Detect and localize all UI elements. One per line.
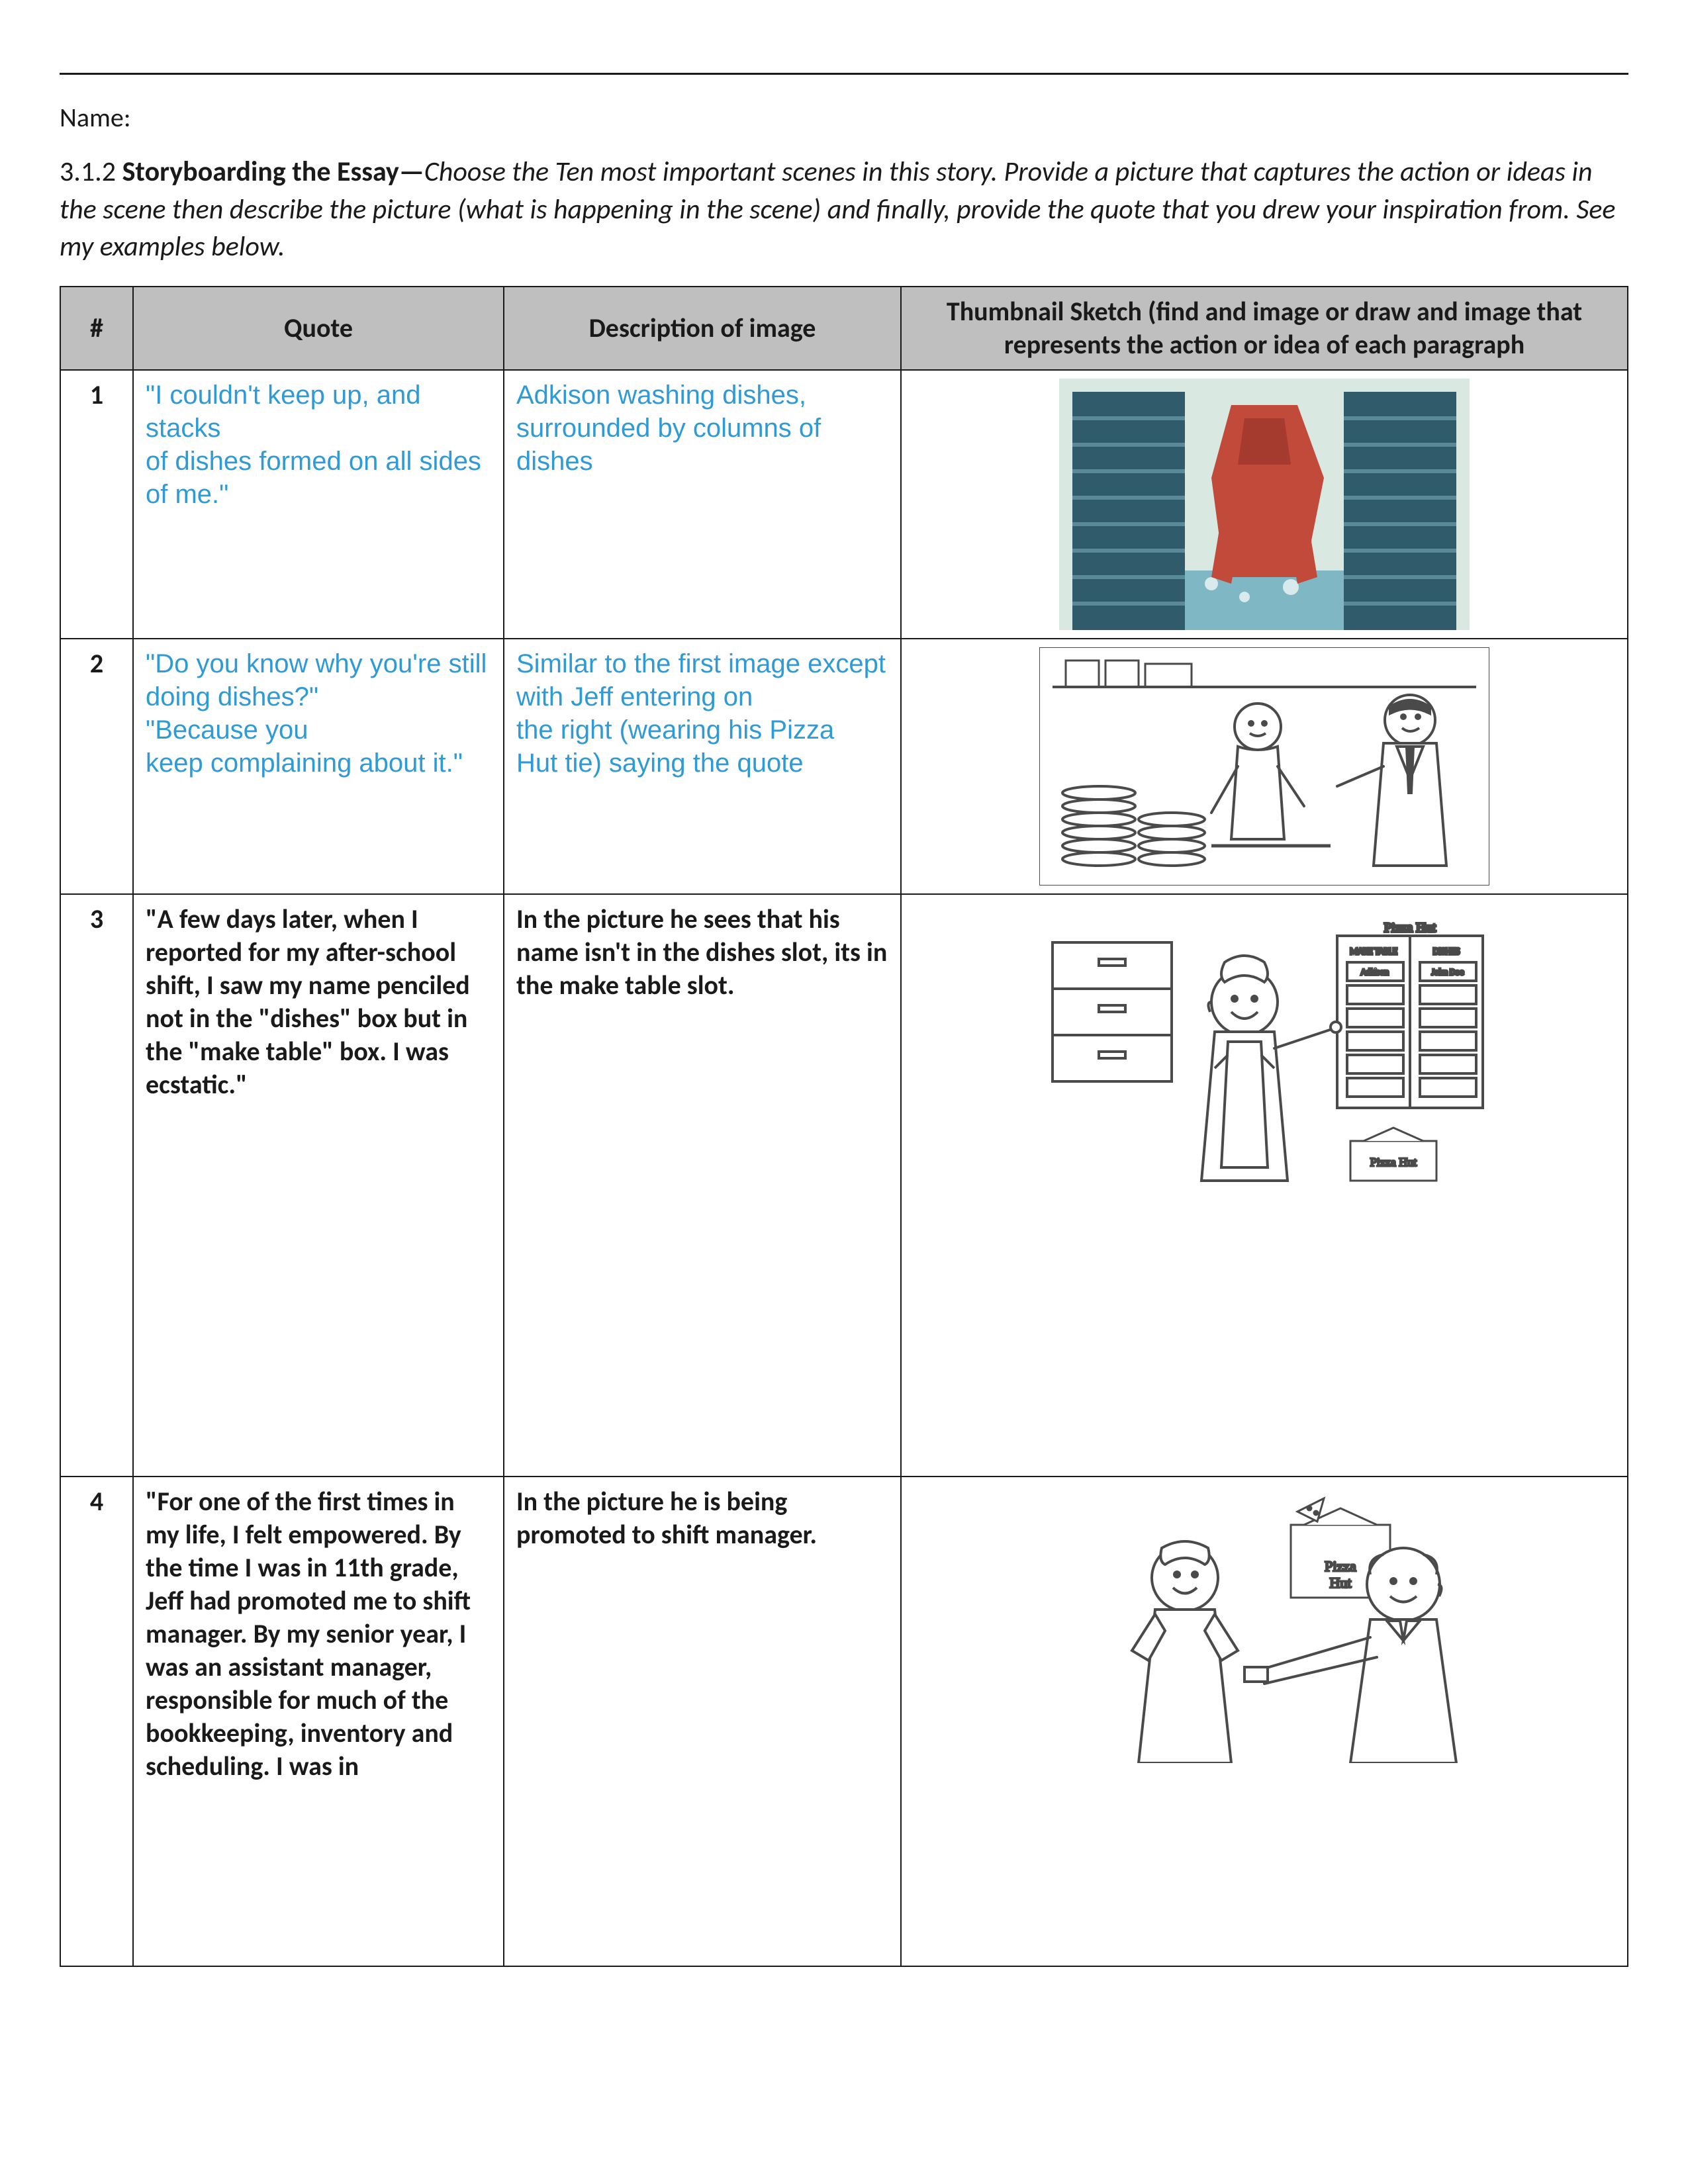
svg-text:John Doe: John Doe bbox=[1432, 968, 1464, 978]
row-quote: "A few days later, when I reported for m… bbox=[133, 894, 504, 1477]
row-thumb bbox=[901, 370, 1628, 639]
instructions-title: Storyboarding the Essay— bbox=[122, 155, 424, 189]
svg-text:Hut: Hut bbox=[1330, 1574, 1352, 1591]
svg-text:DISHES: DISHES bbox=[1433, 946, 1460, 957]
row-desc: In the picture he sees that his name isn… bbox=[504, 894, 901, 1477]
table-row: 3 "A few days later, when I reported for… bbox=[60, 894, 1628, 1477]
svg-text:Adkison: Adkison bbox=[1361, 968, 1389, 978]
jeff-enter-icon bbox=[1039, 647, 1489, 886]
schedule-icon: Pizza Hut MAKE TABLE DISHES Adkison John… bbox=[1033, 903, 1496, 1194]
row-thumb: Pizza Hut MAKE TABLE DISHES Adkison John… bbox=[901, 894, 1628, 1477]
instructions: 3.1.2 Storyboarding the Essay—Choose the… bbox=[60, 154, 1628, 266]
row-num: 4 bbox=[60, 1477, 133, 1966]
row-desc: Similar to the first image except with J… bbox=[504, 639, 901, 894]
svg-text:Pizza Hut: Pizza Hut bbox=[1370, 1156, 1417, 1169]
promotion-icon: Pizza Hut bbox=[1033, 1485, 1496, 1763]
col-header-quote: Quote bbox=[133, 287, 504, 370]
instructions-prefix: 3.1.2 bbox=[60, 155, 122, 189]
svg-text:Pizza Hut: Pizza Hut bbox=[1384, 921, 1436, 935]
row-desc: In the picture he is being promoted to s… bbox=[504, 1477, 901, 1966]
page: Name: 3.1.2 Storyboarding the Essay—Choo… bbox=[0, 0, 1688, 2184]
svg-text:MAKE TABLE: MAKE TABLE bbox=[1350, 946, 1397, 957]
row-thumb: Pizza Hut bbox=[901, 1477, 1628, 1966]
row-num: 2 bbox=[60, 639, 133, 894]
row-thumb bbox=[901, 639, 1628, 894]
col-header-thumb: Thumbnail Sketch (find and image or draw… bbox=[901, 287, 1628, 370]
row-quote: "For one of the first times in my life, … bbox=[133, 1477, 504, 1966]
col-header-num: # bbox=[60, 287, 133, 370]
col-header-desc: Description of image bbox=[504, 287, 901, 370]
table-row: 1 "I couldn't keep up, and stacksof dish… bbox=[60, 370, 1628, 639]
row-num: 1 bbox=[60, 370, 133, 639]
svg-text:Pizza: Pizza bbox=[1325, 1558, 1356, 1574]
row-desc: Adkison washing dishes, surrounded by co… bbox=[504, 370, 901, 639]
row-quote: "I couldn't keep up, and stacksof dishes… bbox=[133, 370, 504, 639]
name-label: Name: bbox=[60, 101, 1628, 134]
table-header-row: # Quote Description of image Thumbnail S… bbox=[60, 287, 1628, 370]
table-row: 2 "Do you know why you're stilldoing dis… bbox=[60, 639, 1628, 894]
top-rule bbox=[60, 73, 1628, 75]
row-num: 3 bbox=[60, 894, 133, 1477]
dishes-icon bbox=[1059, 379, 1470, 630]
storyboard-table: # Quote Description of image Thumbnail S… bbox=[60, 286, 1628, 1967]
table-row: 4 "For one of the first times in my life… bbox=[60, 1477, 1628, 1966]
row-quote: "Do you know why you're stilldoing dishe… bbox=[133, 639, 504, 894]
